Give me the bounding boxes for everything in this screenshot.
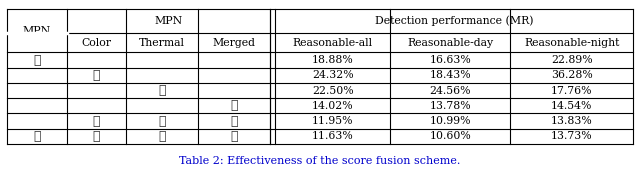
Text: Merged: Merged	[212, 38, 255, 48]
Text: 11.63%: 11.63%	[312, 131, 353, 141]
Text: MPN: MPN	[154, 16, 182, 26]
Text: 18.88%: 18.88%	[312, 55, 353, 65]
Text: 18.43%: 18.43%	[429, 70, 471, 80]
Text: ✓: ✓	[230, 99, 237, 112]
Text: Color: Color	[81, 38, 111, 48]
Text: Reasonable-all: Reasonable-all	[292, 38, 372, 48]
Text: Reasonable-night: Reasonable-night	[524, 38, 620, 48]
Text: 13.83%: 13.83%	[550, 116, 593, 126]
Text: ✓: ✓	[230, 130, 237, 143]
Text: Detection performance (MR): Detection performance (MR)	[375, 16, 533, 26]
Text: ✓: ✓	[33, 54, 40, 67]
Text: ✓: ✓	[158, 84, 166, 97]
Text: ✓: ✓	[93, 115, 100, 128]
Text: ✓: ✓	[93, 69, 100, 82]
Text: ✓: ✓	[158, 115, 166, 128]
Text: 13.73%: 13.73%	[551, 131, 593, 141]
Text: 24.32%: 24.32%	[312, 70, 353, 80]
Text: 14.54%: 14.54%	[551, 101, 592, 111]
Text: ✓: ✓	[230, 115, 237, 128]
Text: 13.78%: 13.78%	[429, 101, 471, 111]
Text: Thermal: Thermal	[139, 38, 185, 48]
Text: 22.50%: 22.50%	[312, 86, 353, 96]
Text: 36.28%: 36.28%	[550, 70, 593, 80]
Text: Reasonable-day: Reasonable-day	[407, 38, 493, 48]
Text: 14.02%: 14.02%	[312, 101, 353, 111]
Text: ✓: ✓	[93, 130, 100, 143]
Text: 11.95%: 11.95%	[312, 116, 353, 126]
Text: 22.89%: 22.89%	[551, 55, 593, 65]
Text: 24.56%: 24.56%	[429, 86, 471, 96]
Text: MPN: MPN	[23, 26, 51, 36]
Text: 10.99%: 10.99%	[429, 116, 471, 126]
Text: 10.60%: 10.60%	[429, 131, 471, 141]
Text: 16.63%: 16.63%	[429, 55, 471, 65]
Text: 17.76%: 17.76%	[551, 86, 593, 96]
Text: ✓: ✓	[33, 130, 40, 143]
Text: Table 2: Effectiveness of the score fusion scheme.: Table 2: Effectiveness of the score fusi…	[179, 156, 461, 166]
Text: ✓: ✓	[158, 130, 166, 143]
